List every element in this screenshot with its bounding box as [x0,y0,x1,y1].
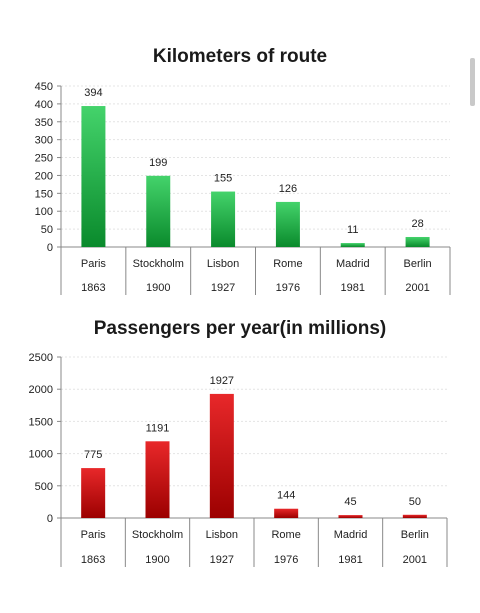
y-tick-label: 2000 [29,384,53,396]
year-label: 1981 [341,282,365,294]
y-tick-label: 50 [41,224,53,236]
year-label: 1976 [276,282,300,294]
bar [209,393,234,518]
bar [340,243,365,247]
y-tick-label: 2500 [29,352,53,364]
year-label: 1927 [210,554,234,566]
bar [81,106,106,247]
kilometers-chart-plot: 0 50 100 150 200 250 300 350 400 450 394 Paris 1863 1… [35,81,451,295]
category-label: Stockholm [132,529,183,541]
bar [402,514,427,518]
data-label: 394 [84,87,102,99]
bar [145,441,170,518]
data-label: 28 [411,218,423,230]
year-label: 1863 [81,282,105,294]
passengers-chart: Passengers per year(in millions) 0 500 100… [0,300,480,613]
year-label: 1981 [338,554,362,566]
scrollbar-thumb[interactable] [470,58,475,106]
year-label: 1900 [145,554,169,566]
y-tick-label: 100 [35,206,53,218]
data-label: 1191 [146,422,170,434]
data-label: 45 [344,496,356,508]
data-label: 199 [149,157,167,169]
chart-title: Kilometers of route [152,46,328,67]
data-label: 144 [277,490,295,502]
category-label: Paris [81,529,107,541]
y-tick-label: 200 [35,170,53,182]
category-label: Madrid [336,258,370,270]
category-label: Madrid [334,529,368,541]
chart-title: Passengers per year(in millions) [93,318,387,339]
passengers-chart-plot: 0 500 1000 1500 2000 2500 775 Paris 1863 1191 Stoc… [29,352,448,567]
y-tick-label: 350 [35,117,53,129]
y-tick-label: 500 [35,481,53,493]
y-tick-label: 450 [35,81,53,93]
y-tick-label: 0 [47,242,53,254]
data-label: 1927 [210,375,234,387]
data-label: 126 [279,183,297,195]
y-tick-label: 1500 [29,416,53,428]
category-label: Paris [81,258,107,270]
category-label: Berlin [404,258,432,270]
data-label: 50 [409,496,421,508]
year-label: 1927 [211,282,235,294]
bar [338,515,363,518]
year-label: 2001 [405,282,429,294]
y-tick-label: 300 [35,135,53,147]
year-label: 1976 [274,554,298,566]
bar [274,508,299,518]
category-label: Rome [273,258,302,270]
y-tick-label: 250 [35,153,53,165]
bar [211,191,236,247]
y-tick-label: 0 [47,513,53,525]
year-label: 2001 [403,554,427,566]
y-tick-label: 150 [35,188,53,200]
y-tick-label: 1000 [29,449,53,461]
kilometers-chart: Kilometers of route 0 50 100 150 200 250 300 35… [0,0,480,300]
y-tick-label: 400 [35,99,53,111]
bar [275,201,300,247]
category-label: Berlin [401,529,429,541]
category-label: Stockholm [133,258,184,270]
data-label: 11 [347,224,358,236]
bar [81,468,106,518]
bar [146,175,171,247]
year-label: 1863 [81,554,105,566]
category-label: Lisbon [207,258,239,270]
year-label: 1900 [146,282,170,294]
data-label: 155 [214,173,232,185]
category-label: Rome [271,529,300,541]
bar [405,236,430,247]
category-label: Lisbon [206,529,238,541]
data-label: 775 [84,449,102,461]
